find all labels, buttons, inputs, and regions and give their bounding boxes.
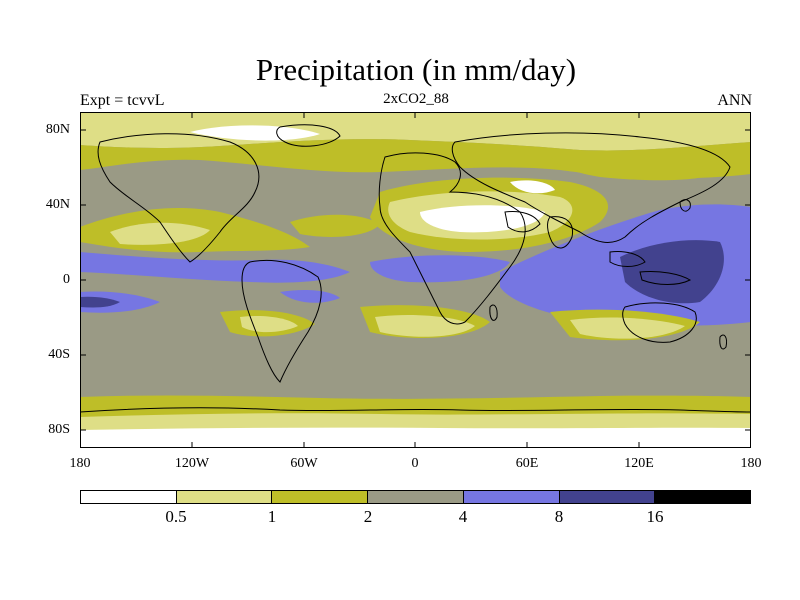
south-atlantic-light	[375, 315, 475, 337]
legend-label: 16	[646, 507, 664, 526]
legend-label: 1	[267, 507, 277, 526]
legend-swatch	[81, 491, 177, 503]
legend-swatch	[559, 491, 656, 503]
lat-label-40n: 40N	[45, 197, 70, 212]
lon-label-180w: 180	[69, 456, 91, 471]
map-title: Precipitation (in mm/day)	[255, 52, 577, 87]
legend-label: 2	[363, 507, 373, 526]
experiment-subtitle: 2xCO2_88	[383, 91, 449, 107]
pacific-itcz	[80, 252, 350, 283]
legend-label: 8	[554, 507, 564, 526]
lat-ticks	[80, 129, 751, 431]
south-pacific-darkest	[80, 296, 120, 308]
season-label: ANN	[717, 92, 752, 109]
experiment-label: Expt = tcvvL	[80, 92, 165, 109]
lat-label-40s: 40S	[48, 347, 70, 362]
lon-label-180e: 180	[740, 456, 762, 471]
arctic-band-light	[80, 112, 751, 151]
legend-label: 4	[458, 507, 468, 526]
legend-label: 0.5	[165, 507, 187, 526]
lon-label-120w: 120W	[174, 456, 210, 471]
greenland-dry	[190, 125, 320, 141]
coastlines	[80, 124, 751, 413]
asia-olive	[550, 151, 720, 181]
sahara-dry	[420, 205, 545, 233]
south-pacific-wet	[80, 291, 160, 313]
legend-swatch	[176, 491, 273, 503]
legend-swatch	[368, 491, 464, 503]
map-canvas	[80, 112, 751, 448]
lon-label-0: 0	[411, 456, 419, 471]
antarctic-dry	[80, 427, 751, 448]
legend-swatch	[655, 491, 751, 503]
lon-ticks	[191, 112, 640, 448]
atlantic-itcz	[370, 255, 510, 283]
lon-label-60e: 60E	[515, 456, 539, 471]
lat-label-80s: 80S	[48, 422, 70, 437]
legend-swatch	[463, 491, 560, 503]
legend-swatch	[272, 491, 369, 503]
amazon-wet	[280, 290, 340, 303]
maritime-continent-wet	[620, 240, 724, 304]
central-asia-dry	[510, 180, 555, 194]
color-legend	[80, 490, 751, 504]
na-subtropics-light	[110, 222, 210, 245]
lat-label-0: 0	[63, 272, 70, 287]
atlantic-subtropics	[290, 214, 380, 237]
precipitation-map	[80, 112, 751, 448]
lat-label-80n: 80N	[45, 122, 70, 137]
lon-label-60w: 60W	[290, 456, 318, 471]
lon-label-120e: 120E	[624, 456, 654, 471]
